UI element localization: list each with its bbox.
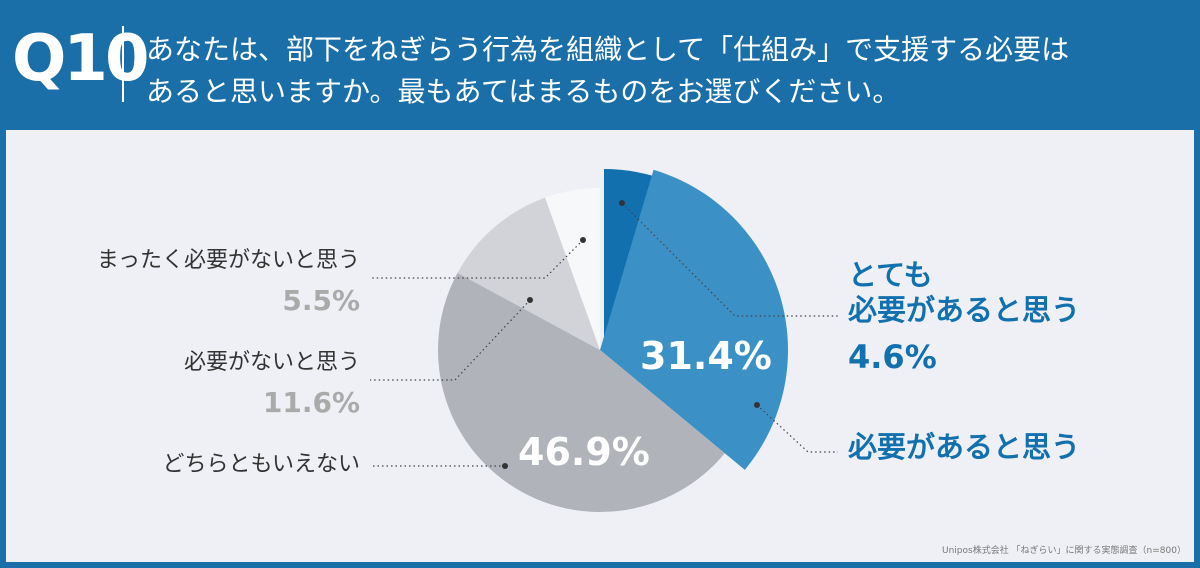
leader-line	[370, 299, 531, 381]
leader-dot	[619, 200, 625, 206]
pie-slice	[600, 169, 788, 470]
category-label: とても 必要があると思う	[848, 258, 1081, 327]
leader-dot	[754, 402, 760, 408]
category-label: 必要がないと思う	[183, 350, 360, 375]
category-label: まったく必要がないと思う	[96, 248, 360, 273]
leader-dot	[580, 237, 586, 243]
leader-dot	[527, 297, 533, 303]
value-label: 11.6%	[262, 386, 360, 419]
footnote: Unipos株式会社 「ねぎらい」に関する実態調査（n=800）	[942, 546, 1186, 556]
value-label: 4.6%	[848, 338, 937, 376]
leader-line	[756, 404, 838, 453]
question-text: あなたは、部下をねぎらう行為を組織として「仕組み」で支援する必要は	[146, 33, 1070, 66]
value-label: 31.4%	[640, 334, 772, 378]
pie-slice	[545, 188, 600, 350]
pie-slice	[437, 272, 725, 512]
value-label: 5.5%	[282, 284, 360, 317]
category-label: 必要があると思う	[848, 430, 1081, 464]
value-label: 46.9%	[518, 430, 650, 474]
pie-slice	[457, 197, 600, 350]
question-text: あると思いますか。最もあてはまるものをお選びください。	[146, 75, 901, 108]
question-number: Q10	[12, 22, 149, 96]
category-label: どちらともいえない	[162, 452, 360, 477]
divider	[122, 26, 124, 102]
leader-dot	[502, 463, 508, 469]
